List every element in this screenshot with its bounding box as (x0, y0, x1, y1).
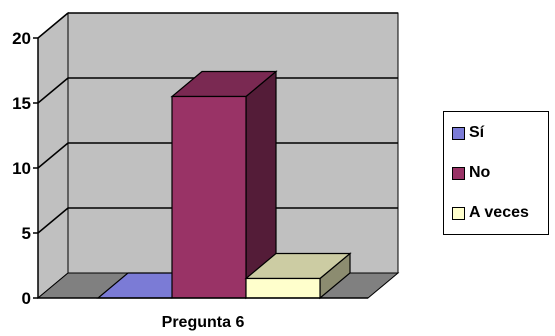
bar-no (170, 70, 278, 300)
y-axis-ticks: 0 5 10 15 20 (12, 29, 38, 308)
category-label: Pregunta 6 (162, 314, 245, 331)
gridline-side-3 (37, 77, 69, 104)
legend-swatch-a-veces (452, 206, 465, 220)
legend: Sí No A veces (443, 111, 549, 235)
legend-item-a-veces: A veces (452, 204, 529, 222)
y-tick-label-2: 10 (12, 159, 31, 178)
legend-swatch-no (452, 166, 465, 180)
y-tick-label-4: 20 (12, 29, 31, 48)
bar-front-2 (245, 277, 321, 299)
bars (96, 70, 352, 300)
y-tick-label-3: 15 (12, 94, 31, 113)
gridline-side-2 (37, 142, 69, 169)
y-tick-label-0: 0 (22, 289, 31, 308)
legend-item-no: No (452, 164, 490, 182)
legend-label-a-veces: A veces (469, 204, 529, 221)
legend-item-si: Sí (452, 124, 484, 142)
bar-a-veces (244, 252, 352, 300)
legend-label-si: Sí (469, 124, 485, 141)
gridline-side-1 (37, 207, 69, 234)
y-tick-label-1: 5 (22, 224, 31, 243)
legend-label-no: No (469, 164, 491, 181)
gridline-side-4 (37, 12, 69, 39)
bar-front-1 (171, 95, 247, 299)
legend-swatch-si (452, 126, 465, 140)
